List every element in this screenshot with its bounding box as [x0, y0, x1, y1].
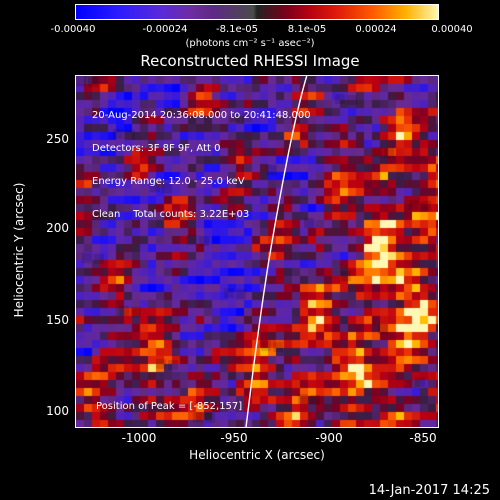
x-axis-label: Heliocentric X (arcsec) [189, 448, 325, 462]
colorbar-tick-4: 8.1e-05 [287, 24, 327, 35]
colorbar-tick-3: -8.1e-05 [216, 24, 258, 35]
y-axis-label: Heliocentric Y (arcsec) [12, 182, 26, 318]
time-range-text: 20-Aug-2014 20:36:08.000 to 20:41:48.000 [92, 110, 311, 121]
algorithm-counts-text: Clean Total counts: 3.22E+03 [92, 209, 250, 220]
x-tick--850: -850 [409, 431, 437, 445]
x-tick--950: -950 [220, 431, 248, 445]
energy-range-text: Energy Range: 12.0 - 25.0 keV [92, 176, 245, 187]
y-tick-100: 100 [46, 404, 69, 418]
x-tick--900: -900 [315, 431, 343, 445]
render-timestamp: 14-Jan-2017 14:25 [368, 483, 490, 498]
y-tick-250: 250 [46, 132, 69, 146]
peak-position-text: Position of Peak = [-852,157] [96, 401, 243, 412]
colorbar-gradient [76, 5, 438, 19]
colorbar-tick-6: 0.00040 [431, 24, 473, 35]
colorbar [75, 4, 439, 20]
detectors-text: Detectors: 3F 8F 9F, Att 0 [92, 143, 221, 154]
page-title: Reconstructed RHESSI Image [140, 52, 360, 70]
colorbar-tick-labels: -0.00040 -0.00024 -8.1e-05 8.1e-05 0.000… [50, 24, 473, 40]
observation-info: 20-Aug-2014 20:36:08.000 to 20:41:48.000… [92, 88, 311, 242]
colorbar-units: (photons cm⁻² s⁻¹ asec⁻²) [185, 38, 315, 49]
y-tick-200: 200 [46, 221, 69, 235]
heatmap-plot: 20-Aug-2014 20:36:08.000 to 20:41:48.000… [75, 75, 439, 428]
x-tick--1000: -1000 [121, 431, 157, 445]
colorbar-tick-2: -0.00024 [142, 24, 188, 35]
colorbar-tick-5: 0.00024 [355, 24, 397, 35]
colorbar-tick-1: -0.00040 [50, 24, 96, 35]
y-tick-150: 150 [46, 313, 69, 327]
